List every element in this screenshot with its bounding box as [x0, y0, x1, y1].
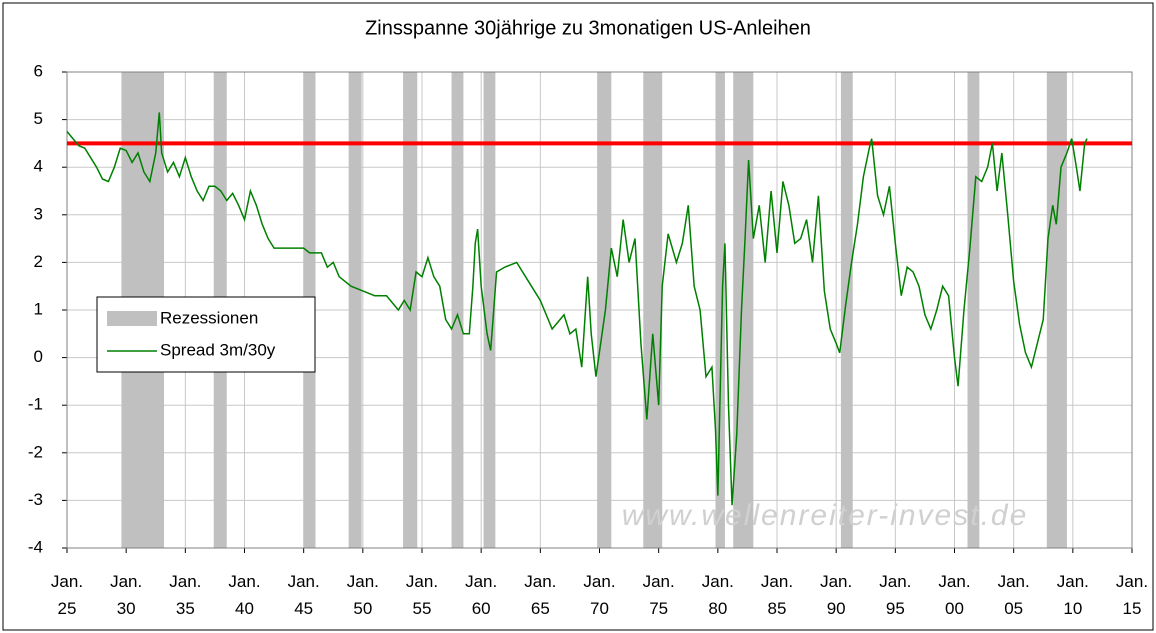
legend: [96, 296, 316, 373]
legend-swatch: [107, 311, 157, 326]
x-tick-label: Jan. 30: [110, 572, 143, 618]
x-tick-label: Jan. 70: [583, 572, 616, 618]
x-tick-label: Jan. 10: [1056, 572, 1089, 618]
y-tick-label: -3: [28, 490, 43, 509]
series-line: [66, 112, 1088, 506]
y-tick-label: -1: [28, 395, 43, 414]
x-tick-label: Jan. 00: [938, 572, 971, 618]
x-tick-label: Jan. 65: [524, 572, 557, 618]
x-tick-label: Jan. 25: [50, 572, 84, 618]
x-tick-label: Jan. 60: [465, 572, 498, 618]
y-tick-label: 1: [34, 299, 43, 318]
y-tick-label: 6: [34, 61, 43, 80]
x-tick-label: Jan. 45: [287, 572, 320, 618]
recession-band: [840, 72, 853, 548]
x-tick-label: Jan. 50: [346, 572, 379, 618]
x-tick-label: Jan. 75: [642, 572, 675, 618]
y-tick-label: 2: [34, 252, 43, 271]
chart-title: Zinsspanne 30jährige zu 3monatigen US-An…: [365, 17, 811, 39]
recession-band: [451, 72, 464, 548]
x-tick-label: Jan. 85: [760, 572, 794, 618]
y-tick-label: 4: [34, 157, 43, 176]
recession-band: [597, 72, 612, 548]
plot-border: [66, 71, 1133, 549]
recession-band: [733, 72, 754, 548]
y-tick-label: -2: [28, 442, 43, 461]
recession-band: [967, 72, 980, 548]
legend-label: Rezessionen: [160, 308, 258, 327]
x-tick-label: Jan. 55: [405, 572, 439, 618]
y-tick-label: 3: [34, 204, 43, 223]
y-tick-label: 0: [34, 347, 43, 366]
x-tick-label: Jan. 35: [169, 572, 202, 618]
recession-band: [715, 72, 725, 548]
recession-band: [1046, 72, 1067, 548]
x-tick-label: Jan. 40: [228, 572, 261, 618]
y-tick-label: -4: [28, 537, 43, 556]
x-tick-label: Jan. 05: [997, 572, 1030, 618]
recession-band: [483, 72, 496, 548]
x-tick-label: Jan. 15: [1115, 572, 1149, 618]
x-tick-label: Jan. 90: [820, 572, 853, 618]
recession-band: [348, 72, 362, 548]
y-tick-label: 5: [34, 109, 43, 128]
recession-band: [643, 72, 663, 548]
watermark: www.wellenreiter-invest.de: [622, 499, 1029, 532]
x-tick-label: Jan. 80: [701, 572, 734, 618]
legend-label: Spread 3m/30y: [160, 340, 276, 359]
x-tick-label: Jan. 95: [879, 572, 912, 618]
